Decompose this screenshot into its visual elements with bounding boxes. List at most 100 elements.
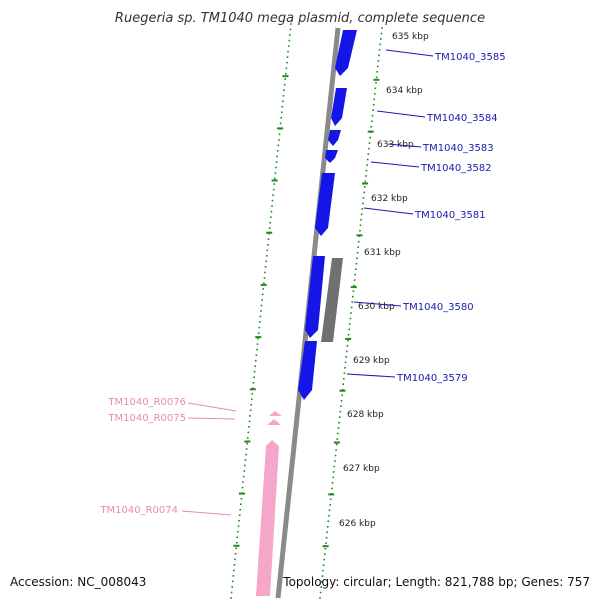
track-dot: [263, 282, 265, 285]
track-dot: [378, 54, 380, 57]
track-dot: [270, 216, 272, 218]
track-dot: [265, 260, 267, 263]
track-dot: [275, 161, 278, 163]
track-dot: [234, 558, 236, 561]
track-dot: [250, 404, 252, 406]
track-dot: [290, 23, 292, 25]
track-dot: [235, 547, 237, 550]
gene-arrow-tm1040-3585-a[interactable]: [335, 30, 357, 76]
track-dot: [282, 95, 285, 97]
track-dot: [332, 471, 335, 473]
track-dot: [233, 569, 235, 572]
track-dot: [251, 398, 253, 401]
track-dot: [243, 470, 246, 472]
gene-label-tm1040-3583[interactable]: TM1040_3583: [422, 143, 494, 154]
track-dot: [368, 142, 371, 144]
gene-label-tm1040-3581[interactable]: TM1040_3581: [414, 210, 486, 221]
track-dot: [254, 365, 256, 367]
gene-label-tm1040-3582[interactable]: TM1040_3582: [420, 163, 492, 174]
gene-label-tm1040-3580[interactable]: TM1040_3580: [402, 302, 474, 313]
gene-label-tm1040-3585[interactable]: TM1040_3585: [434, 52, 506, 63]
gene-label-tm1040-3579[interactable]: TM1040_3579: [396, 373, 468, 384]
track-dot: [322, 564, 325, 566]
gene-label-tm1040-r0074[interactable]: TM1040_R0074: [99, 505, 178, 516]
track-dot: [230, 597, 232, 599]
gene-arrow-tm1040-3581[interactable]: [315, 173, 335, 236]
track-dot: [371, 120, 373, 122]
gene-arrow-tm1040-3583[interactable]: [328, 130, 341, 146]
track-dot: [264, 266, 267, 268]
track-dot: [336, 438, 339, 440]
track-dot: [237, 531, 239, 533]
track-dot: [230, 591, 233, 594]
gene-arrow-tm1040-3582[interactable]: [325, 150, 338, 163]
track-dot: [380, 38, 382, 40]
rna-leader-lines: [181, 402, 237, 516]
track-dot: [253, 370, 256, 373]
track-dot: [347, 339, 349, 342]
track-dot: [354, 273, 356, 276]
track-dot: [343, 378, 345, 380]
track-dot: [338, 416, 341, 418]
track-dot: [269, 221, 271, 224]
track-dot: [331, 487, 333, 490]
track-dot: [350, 306, 353, 309]
track-dot: [286, 61, 288, 64]
track-dot: [276, 150, 279, 152]
gene-label-tm1040-r0075[interactable]: TM1040_R0075: [107, 413, 186, 424]
track-dot: [322, 569, 324, 572]
track-dot: [245, 448, 248, 450]
track-dot: [327, 520, 330, 523]
track-dot: [285, 67, 288, 69]
track-dot: [372, 109, 374, 111]
track-dot: [325, 542, 327, 544]
track-dot: [365, 169, 368, 172]
track-dot: [344, 361, 347, 364]
kbp-label: 632 kbp: [371, 194, 408, 204]
track-dot: [260, 304, 263, 307]
track-dot: [345, 356, 347, 358]
scale-ticks: [233, 75, 380, 548]
track-dot: [238, 514, 241, 516]
rna-arrow-tm1040-r0074[interactable]: [256, 440, 279, 596]
track-dot: [266, 249, 269, 252]
gene-label-tm1040-3584[interactable]: TM1040_3584: [426, 113, 498, 124]
track-dot: [325, 536, 328, 539]
track-dot: [287, 45, 290, 47]
track-dot: [326, 526, 329, 528]
track-dot: [231, 580, 234, 583]
track-dot: [319, 597, 321, 599]
track-dot: [341, 394, 343, 396]
track-dot: [244, 459, 247, 461]
kbp-label: 631 kbp: [364, 248, 401, 258]
track-dot: [281, 106, 284, 108]
track-dot: [248, 426, 250, 428]
track-dot: [323, 558, 325, 561]
track-dot: [282, 100, 284, 103]
track-dot: [237, 525, 240, 528]
track-dot: [321, 580, 323, 583]
track-dot: [267, 244, 269, 246]
track-dot: [368, 147, 370, 150]
track-dot: [231, 586, 233, 588]
track-dot: [369, 136, 371, 139]
track-dot: [334, 460, 336, 462]
track-dot: [337, 432, 339, 435]
track-dot: [347, 334, 350, 336]
track-dot: [240, 503, 242, 505]
track-dot: [272, 188, 275, 191]
rna-arrow-tm1040-r0075[interactable]: [267, 419, 281, 425]
gene-arrow-tm1040-3580[interactable]: [305, 256, 325, 338]
track-dot: [260, 310, 262, 312]
kbp-label: 635 kbp: [392, 32, 429, 42]
track-dot: [351, 301, 353, 303]
gene-label-tm1040-r0076[interactable]: TM1040_R0076: [107, 397, 186, 408]
gene-arrow-other[interactable]: [321, 258, 343, 342]
rna-arrow-tm1040-r0076[interactable]: [269, 411, 282, 416]
track-dot: [371, 114, 374, 117]
track-dot: [352, 295, 354, 298]
gene-arrow-tm1040-3584[interactable]: [331, 88, 347, 126]
track-dot: [343, 372, 346, 375]
track-dot: [279, 122, 282, 125]
gene-arrow-tm1040-3579[interactable]: [298, 341, 317, 400]
